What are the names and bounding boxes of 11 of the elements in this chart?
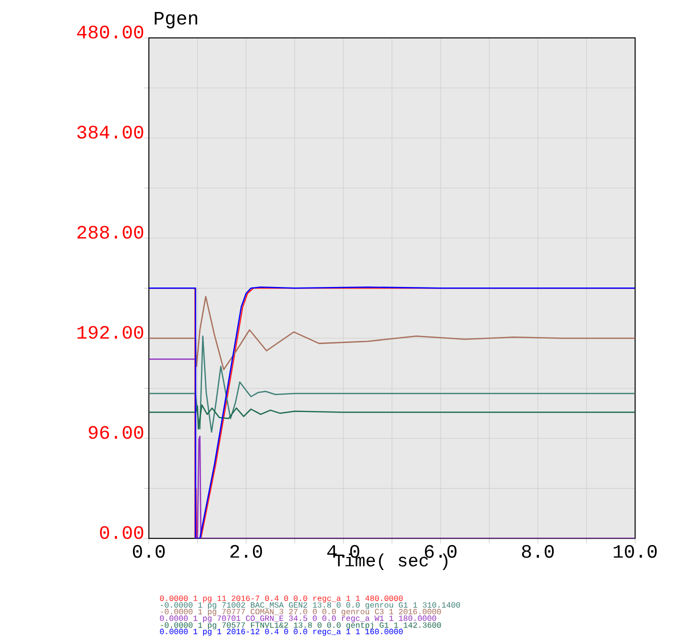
x-tick-label: 2.0 [230,545,262,558]
x-tick-label: 8.0 [522,545,554,558]
y-tick-label: 384.00 [77,126,144,139]
chart-title: Pgen [154,12,198,28]
x-tick-label: 0.0 [132,545,165,558]
x-tick-label: 10.0 [614,545,657,558]
y-tick-label: 96.00 [88,426,144,439]
y-tick-label: 0.00 [100,526,144,540]
y-tick-label: 480.00 [77,26,144,39]
y-tick-label: 192.00 [77,326,144,339]
y-tick-label: 288.00 [77,226,144,239]
